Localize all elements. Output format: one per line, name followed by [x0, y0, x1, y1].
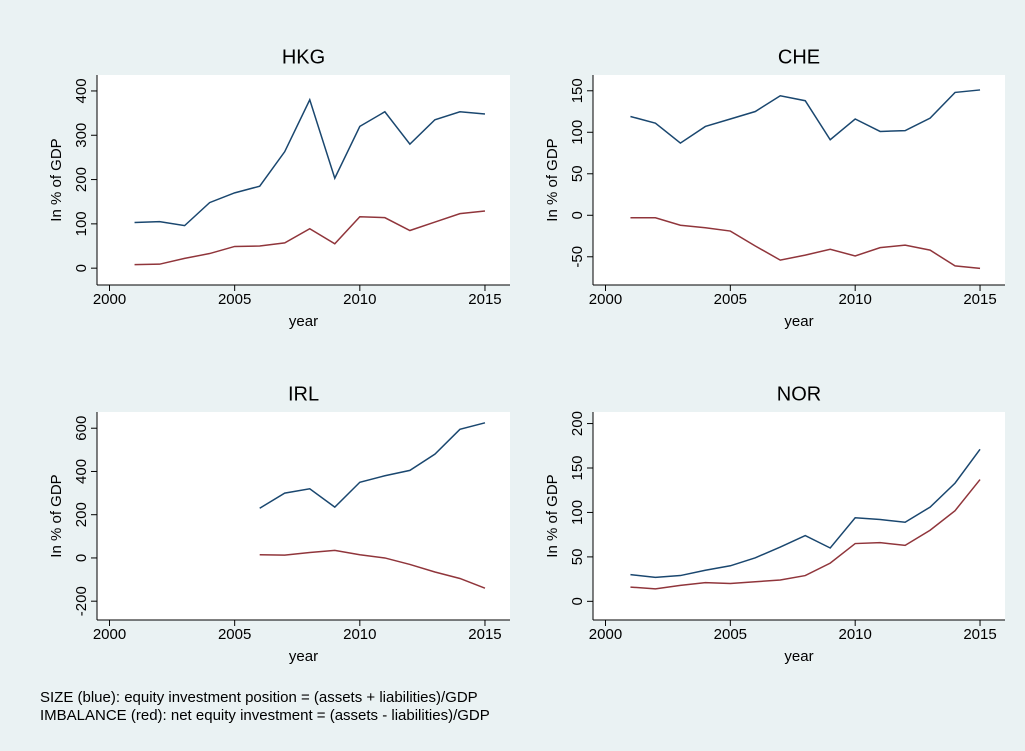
y-tick-label: -50: [569, 246, 586, 268]
x-tick-label: 2015: [468, 291, 501, 308]
y-tick-label: -200: [73, 586, 90, 616]
x-tick-label: 2005: [714, 626, 747, 643]
y-axis-label: In % of GDP: [544, 474, 561, 557]
x-tick-label: 2005: [218, 291, 251, 308]
x-tick-label: 2000: [93, 291, 126, 308]
series-line: [630, 479, 981, 590]
x-tick-label: 2000: [93, 626, 126, 643]
panel-title: HKG: [282, 46, 325, 68]
x-axis-label: year: [289, 313, 318, 330]
series-line: [259, 422, 486, 509]
y-tick-label: 400: [73, 459, 90, 484]
y-tick-label: 200: [569, 411, 586, 436]
series-line: [134, 210, 486, 266]
panel-title: IRL: [288, 383, 319, 405]
y-tick-label: 0: [73, 554, 90, 562]
plot-area: [593, 412, 1005, 620]
y-axis-label: In % of GDP: [48, 138, 65, 221]
x-tick-label: 2015: [963, 291, 996, 308]
x-tick-label: 2015: [963, 626, 996, 643]
x-tick-label: 2005: [714, 291, 747, 308]
x-axis-label: year: [784, 313, 813, 330]
series-line: [630, 217, 981, 270]
x-tick-label: 2010: [343, 626, 376, 643]
x-tick-label: 2005: [218, 626, 251, 643]
y-tick-label: 0: [569, 597, 586, 605]
x-tick-label: 2010: [838, 626, 871, 643]
y-tick-label: 100: [569, 120, 586, 145]
y-axis-label: In % of GDP: [544, 138, 561, 221]
y-tick-label: 50: [569, 549, 586, 566]
series-line: [630, 448, 981, 579]
y-tick-label: 400: [73, 78, 90, 103]
panel-title: NOR: [777, 383, 821, 405]
y-tick-label: 50: [569, 165, 586, 182]
series-line: [630, 89, 981, 144]
y-tick-label: 100: [569, 500, 586, 525]
note: IMBALANCE (red): net equity investment =…: [40, 707, 490, 724]
y-tick-label: 150: [569, 455, 586, 480]
y-tick-label: 200: [73, 502, 90, 527]
note: SIZE (blue): equity investment position …: [40, 689, 478, 706]
x-tick-label: 2000: [589, 291, 622, 308]
plot-area: [97, 412, 510, 620]
y-tick-label: 200: [73, 167, 90, 192]
series-line: [134, 97, 486, 227]
y-tick-label: 150: [569, 78, 586, 103]
x-axis-label: year: [289, 648, 318, 665]
series-line: [259, 549, 486, 589]
x-tick-label: 2010: [838, 291, 871, 308]
x-tick-label: 2015: [468, 626, 501, 643]
x-axis-label: year: [784, 648, 813, 665]
y-tick-label: 100: [73, 211, 90, 236]
y-tick-label: 0: [73, 264, 90, 272]
x-tick-label: 2010: [343, 291, 376, 308]
y-tick-label: 600: [73, 416, 90, 441]
y-axis-label: In % of GDP: [48, 474, 65, 557]
plot-area: [593, 75, 1005, 285]
x-tick-label: 2000: [589, 626, 622, 643]
plot-area: [97, 75, 510, 285]
y-tick-label: 0: [569, 211, 586, 219]
y-tick-label: 300: [73, 123, 90, 148]
panel-title: CHE: [778, 46, 820, 68]
